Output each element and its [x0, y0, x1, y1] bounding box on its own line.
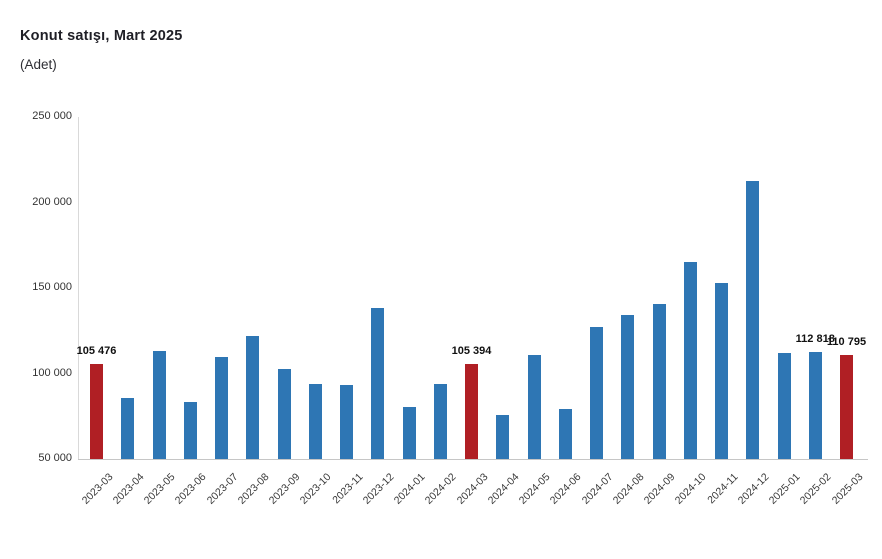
- bar-2024-09: [652, 303, 666, 459]
- bar-2025-03: [840, 355, 853, 459]
- bar-2024-08: [621, 315, 635, 459]
- chart-title: Konut satışı, Mart 2025: [20, 28, 183, 44]
- chart-subtitle: (Adet): [20, 57, 57, 72]
- bar-2024-06: [558, 408, 572, 459]
- bar-2024-07: [590, 327, 603, 459]
- bar-2024-12: [746, 180, 760, 459]
- y-axis-tick-label: 200 000: [32, 195, 72, 208]
- y-axis-tick-label: 100 000: [32, 366, 72, 379]
- bar-2024-02: [433, 383, 447, 459]
- bar-2023-12: [371, 307, 385, 459]
- bar-value-label: 112 818: [795, 332, 835, 345]
- bar-2023-09: [277, 369, 291, 459]
- bar-2024-04: [496, 415, 510, 459]
- bar-2023-03: [90, 364, 103, 459]
- bar-value-label: 105 394: [451, 345, 492, 358]
- y-axis-tick-label: 50 000: [38, 452, 72, 464]
- bar-2024-05: [527, 355, 541, 459]
- y-axis-tick-label: 150 000: [32, 281, 72, 293]
- bar-2023-05: [152, 350, 166, 459]
- y-axis-tick-label: 250 000: [32, 110, 72, 122]
- bar-2023-07: [215, 357, 228, 459]
- bar-2024-03: [465, 364, 478, 459]
- bar-2023-11: [340, 384, 353, 459]
- x-axis-line: [78, 459, 868, 460]
- bar-2023-10: [308, 384, 322, 459]
- bar-value-label: 110 795: [826, 336, 867, 349]
- bar-value-label: 105 476: [76, 345, 117, 358]
- bar-2025-02: [808, 351, 822, 459]
- bar-2023-06: [183, 401, 197, 459]
- y-axis-line: [78, 117, 79, 459]
- bar-2023-04: [121, 398, 135, 459]
- bar-2023-08: [246, 335, 260, 459]
- bar-2024-01: [402, 407, 416, 459]
- bar-2025-01: [777, 352, 791, 459]
- bar-2024-10: [683, 262, 697, 459]
- bar-2024-11: [715, 282, 728, 459]
